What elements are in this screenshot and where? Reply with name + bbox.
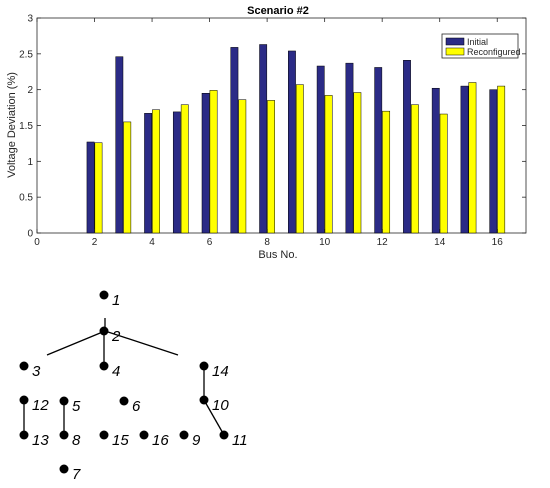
legend-entry: Initial <box>467 37 488 47</box>
node-label-14: 14 <box>212 363 229 380</box>
node-15 <box>99 430 109 440</box>
bar-reconfigured-bus-5 <box>180 104 189 234</box>
node-label-10: 10 <box>212 397 229 414</box>
network-edges <box>23 331 225 436</box>
x-tick-label: 2 <box>92 237 98 248</box>
y-tick-label: 1.5 <box>19 121 33 132</box>
bar-reconfigured-bus-11 <box>353 92 362 234</box>
bar-initial-bus-6 <box>201 93 210 234</box>
x-tick-label: 0 <box>34 237 40 248</box>
bar-reconfigured-bus-7 <box>238 99 247 234</box>
node-label-3: 3 <box>32 363 41 380</box>
node-12 <box>19 395 29 405</box>
x-tick-label: 8 <box>264 237 270 248</box>
bar-reconfigured-bus-6 <box>209 90 218 234</box>
y-tick-label: 0 <box>27 229 33 240</box>
node-label-8: 8 <box>72 432 81 449</box>
bar-reconfigured-bus-14 <box>439 113 448 234</box>
node-1 <box>99 290 109 300</box>
bar-initial-bus-4 <box>144 113 153 234</box>
node-10 <box>199 395 209 405</box>
x-tick-label: 12 <box>377 237 389 248</box>
bar-initial-bus-13 <box>403 60 411 234</box>
bar-initial-bus-9 <box>288 50 296 234</box>
node-6 <box>119 396 129 406</box>
y-tick-label: 1 <box>27 157 33 168</box>
bar-chart: Scenario #2 Bus No. Voltage Deviation (%… <box>6 5 527 260</box>
legend-swatch <box>445 47 465 56</box>
bar-initial-bus-7 <box>230 47 239 234</box>
x-tick-label: 10 <box>319 237 331 248</box>
node-label-13: 13 <box>32 432 49 449</box>
bar-initial-bus-11 <box>345 62 354 234</box>
bar-initial-bus-14 <box>431 87 440 234</box>
bar-reconfigured-bus-10 <box>324 95 333 234</box>
node-label-9: 9 <box>192 432 201 449</box>
legend-swatch <box>445 37 465 46</box>
node-8 <box>59 430 69 440</box>
legend-entry: Reconfigured <box>467 47 521 57</box>
bar-reconfigured-bus-3 <box>123 121 132 234</box>
node-label-11: 11 <box>232 432 248 449</box>
node-label-2: 2 <box>111 328 121 345</box>
node-9 <box>179 430 189 440</box>
bar-initial-bus-8 <box>259 44 268 234</box>
y-tick-label: 0.5 <box>19 193 33 204</box>
node-13 <box>19 430 29 440</box>
node-16 <box>139 430 149 440</box>
x-axis-label: Bus No. <box>258 249 297 260</box>
node-11 <box>219 430 229 440</box>
node-label-7: 7 <box>72 466 81 483</box>
y-tick-label: 2 <box>27 85 33 96</box>
bar-reconfigured-bus-12 <box>382 110 391 234</box>
x-tick-label: 14 <box>434 237 446 248</box>
x-tick-label: 16 <box>492 237 504 248</box>
node-label-15: 15 <box>112 432 129 449</box>
bar-reconfigured-bus-16 <box>497 85 506 234</box>
x-tick-label: 4 <box>149 237 155 248</box>
y-tick-label: 3 <box>27 14 33 25</box>
x-tick-label: 6 <box>207 237 213 248</box>
branch-line-2-left <box>46 330 106 356</box>
y-tick-label: 2.5 <box>19 49 33 60</box>
node-label-12: 12 <box>32 397 49 414</box>
edge-10-11 <box>203 399 225 436</box>
node-label-6: 6 <box>132 398 141 415</box>
branch-line-2-right <box>104 330 179 356</box>
bar-initial-bus-12 <box>374 67 383 234</box>
bar-reconfigured-bus-2 <box>94 142 103 234</box>
node-2 <box>99 326 109 336</box>
node-14 <box>199 361 209 371</box>
node-label-16: 16 <box>152 432 169 449</box>
bar-initial-bus-15 <box>460 85 469 234</box>
bar-initial-bus-3 <box>115 56 124 234</box>
bar-reconfigured-bus-4 <box>152 109 160 234</box>
bar-initial-bus-2 <box>86 141 95 234</box>
node-3 <box>19 361 29 371</box>
node-label-4: 4 <box>112 363 120 380</box>
y-axis-label: Voltage Deviation (%) <box>6 72 18 178</box>
node-label-1: 1 <box>112 292 120 309</box>
bar-reconfigured-bus-9 <box>295 84 304 234</box>
node-5 <box>59 396 69 406</box>
bar-initial-bus-5 <box>172 111 181 234</box>
node-4 <box>99 361 109 371</box>
node-7 <box>59 464 69 474</box>
bar-initial-bus-10 <box>316 65 325 234</box>
bar-reconfigured-bus-8 <box>267 100 275 234</box>
bar-reconfigured-bus-15 <box>468 82 477 234</box>
bar-reconfigured-bus-13 <box>410 104 419 234</box>
node-label-5: 5 <box>72 398 81 415</box>
chart-title: Scenario #2 <box>247 5 309 17</box>
bar-initial-bus-16 <box>489 89 498 234</box>
